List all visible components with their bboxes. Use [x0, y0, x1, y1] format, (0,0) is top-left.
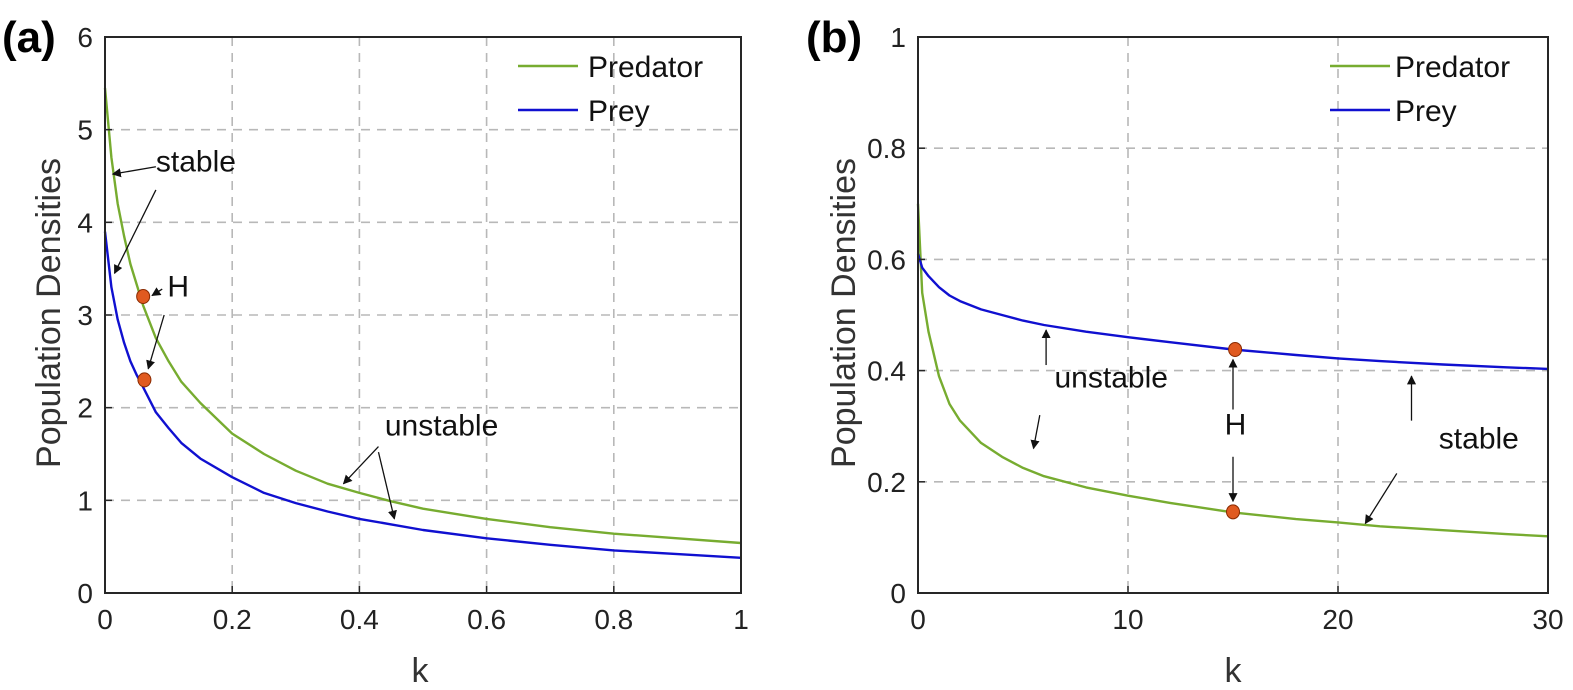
- panel-b-legend: Predator Prey: [1330, 51, 1510, 128]
- x-tick-label: 30: [1532, 604, 1563, 635]
- series-line-prey: [916, 253, 1549, 371]
- panel-b-xlabel: k: [1225, 652, 1243, 690]
- plot-frame: [917, 36, 1549, 594]
- annotation-stable: stable: [1439, 422, 1519, 455]
- x-tick-label: 20: [1322, 604, 1353, 635]
- panel-a-xlabel: k: [412, 652, 430, 690]
- y-tick-label: 5: [77, 115, 93, 146]
- panel-b-label: (b): [806, 13, 862, 62]
- y-tick-label: 1: [77, 485, 93, 516]
- annotation-arrow: [1364, 473, 1398, 525]
- x-tick-label: 0: [910, 604, 926, 635]
- panel-a-legend: Predator Prey: [518, 51, 703, 128]
- x-tick-label: 0.8: [594, 604, 633, 635]
- legend-label-prey: Prey: [1395, 95, 1457, 128]
- annotation-h: H: [167, 270, 189, 303]
- y-tick-label: 2: [77, 393, 93, 424]
- x-tick-label: 0.2: [213, 604, 252, 635]
- x-tick-label: 10: [1112, 604, 1143, 635]
- y-tick-label: 4: [77, 207, 93, 238]
- annotation-arrow: [151, 287, 163, 297]
- annotation-arrow: [1030, 414, 1041, 450]
- annotation-arrow: [342, 446, 379, 485]
- x-tick-label: 0.6: [467, 604, 506, 635]
- hopf-point: [136, 288, 151, 304]
- hopf-point: [1228, 341, 1243, 357]
- panel-b-ylabel: Population Densities: [825, 158, 863, 468]
- x-tick-label: 0: [97, 604, 113, 635]
- y-tick-label: 3: [77, 300, 93, 331]
- series-line-predator: [103, 87, 742, 545]
- annotation-unstable: unstable: [385, 409, 498, 442]
- y-tick-label: 0: [890, 578, 906, 609]
- legend-label-prey: Prey: [588, 95, 650, 128]
- annotation-arrow: [377, 451, 397, 520]
- annotation-stable: stable: [156, 145, 236, 178]
- legend-label-predator: Predator: [1395, 51, 1510, 84]
- legend-label-predator: Predator: [588, 51, 703, 84]
- panel-a-label: (a): [2, 13, 56, 62]
- annotation-h: H: [1225, 409, 1247, 442]
- series-line-predator: [916, 203, 1549, 538]
- plot-area: 0 10 20 30 0 0.2 0.4 0.6 0.8 1 unstable H stable: [867, 22, 1564, 635]
- annotation-arrow: [146, 314, 165, 370]
- y-tick-label: 0.8: [867, 133, 906, 164]
- y-tick-label: 0: [77, 578, 93, 609]
- y-tick-label: 0.2: [867, 467, 906, 498]
- y-tick-label: 0.6: [867, 244, 906, 275]
- panel-a-ylabel: Population Densities: [30, 158, 68, 468]
- x-tick-label: 0.4: [340, 604, 379, 635]
- y-tick-label: 1: [890, 22, 906, 53]
- panel-b: 0 10 20 30 0 0.2 0.4 0.6 0.8 1 unstable H stable (b)…: [806, 13, 1564, 690]
- hopf-point: [137, 372, 152, 388]
- series-line-prey: [103, 231, 742, 559]
- y-tick-label: 6: [77, 22, 93, 53]
- annotation-unstable: unstable: [1055, 361, 1168, 394]
- annotation-arrow: [113, 189, 157, 275]
- hopf-point: [1226, 504, 1240, 520]
- annotation-arrow: [111, 166, 156, 178]
- x-tick-label: 1: [733, 604, 749, 635]
- y-tick-label: 0.4: [867, 356, 906, 387]
